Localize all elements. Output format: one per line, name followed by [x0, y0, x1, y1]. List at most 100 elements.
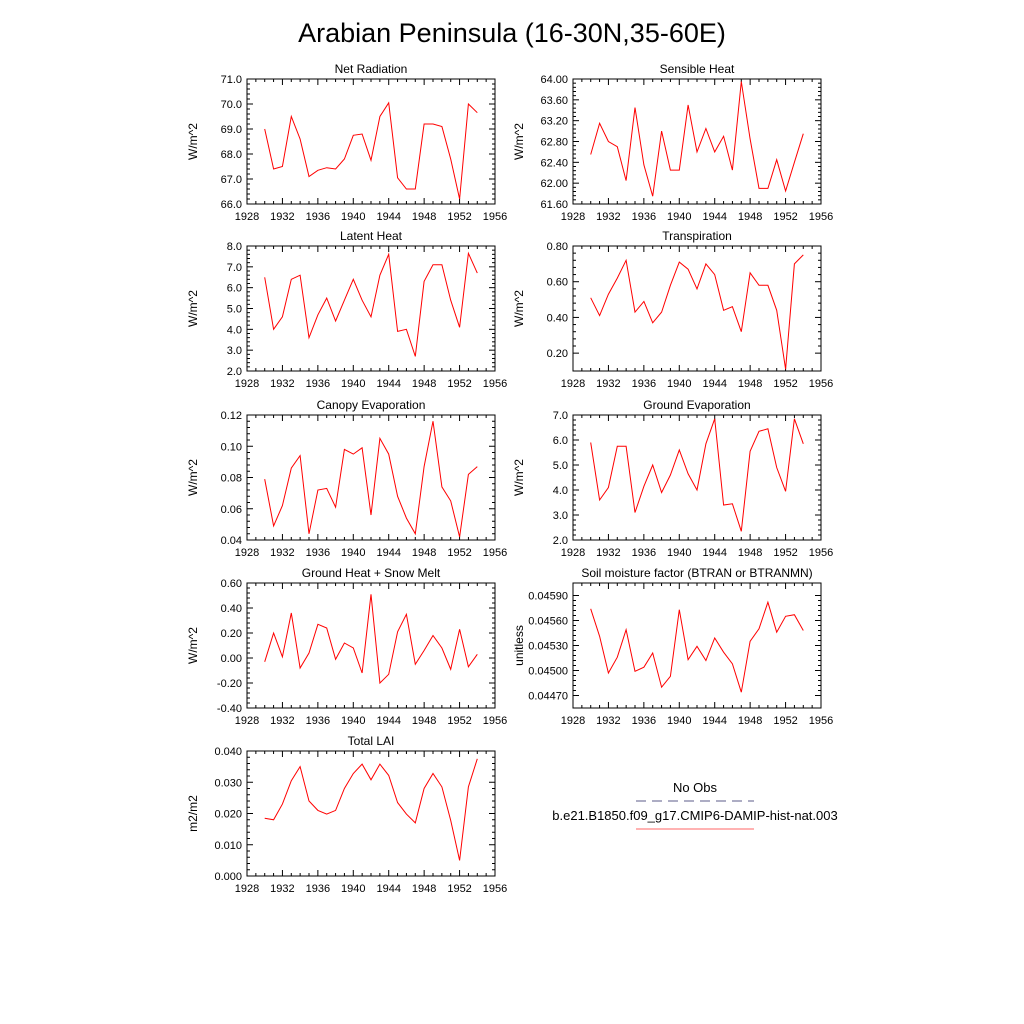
y-tick-label: 66.0 [221, 199, 242, 211]
x-tick-label: 1936 [306, 547, 330, 559]
x-tick-label: 1948 [412, 715, 436, 727]
y-axis-label: W/m^2 [186, 459, 200, 496]
x-tick-label: 1932 [596, 715, 620, 727]
series-line [590, 600, 804, 693]
x-tick-label: 1952 [447, 883, 471, 895]
y-tick-label: 0.20 [221, 628, 242, 640]
y-tick-label: 0.60 [221, 578, 242, 590]
y-tick-label: 6.0 [227, 283, 242, 295]
y-tick-label: 0.80 [547, 241, 568, 253]
y-tick-label: 3.0 [553, 510, 568, 522]
x-tick-label: 1936 [306, 211, 330, 223]
x-tick-label: 1952 [773, 547, 797, 559]
y-tick-label: 62.80 [540, 137, 568, 149]
y-tick-label: 62.00 [540, 178, 568, 190]
y-tick-label: 61.60 [540, 199, 568, 211]
x-tick-label: 1940 [341, 715, 365, 727]
y-axis-label: W/m^2 [512, 123, 526, 160]
y-tick-label: 2.0 [227, 366, 242, 378]
panel-3: Latent Heat 1928 1932 1936 1940 1944 1948 1952 1… [186, 229, 507, 390]
y-axis-label: W/m^2 [512, 290, 526, 327]
y-tick-label: 68.0 [221, 149, 242, 161]
x-tick-label: 1940 [667, 715, 691, 727]
y-tick-label: 71.0 [221, 74, 242, 86]
y-tick-label: 0.40 [547, 312, 568, 324]
y-tick-label: 6.0 [553, 435, 568, 447]
x-tick-label: 1928 [235, 547, 259, 559]
series-line [264, 758, 478, 861]
x-tick-label: 1948 [412, 547, 436, 559]
x-tick-label: 1944 [702, 211, 726, 223]
plot-frame [246, 414, 496, 541]
x-tick-label: 1936 [306, 715, 330, 727]
x-tick-label: 1952 [773, 211, 797, 223]
panels: Net Radiation 1928 1932 1936 1940 1944 1948 195… [186, 62, 833, 895]
y-tick-label: 0.04530 [528, 641, 568, 653]
x-tick-label: 1944 [376, 211, 400, 223]
series-line [264, 421, 478, 538]
y-tick-label: 0.030 [214, 777, 242, 789]
legend-label-model: b.e21.B1850.f09_g17.CMIP6-DAMIP-hist-nat… [552, 808, 837, 823]
legend-label-no-obs: No Obs [673, 780, 718, 795]
x-tick-label: 1940 [341, 378, 365, 390]
panel-7: Ground Heat + Snow Melt 1928 1932 1936 1940 1… [186, 566, 507, 727]
y-tick-label: 62.40 [540, 157, 568, 169]
x-tick-label: 1948 [412, 211, 436, 223]
x-tick-label: 1932 [270, 883, 294, 895]
y-axis-label: W/m^2 [186, 123, 200, 160]
x-tick-label: 1940 [341, 211, 365, 223]
y-axis-label: W/m^2 [186, 290, 200, 327]
figure-title: Arabian Peninsula (16-30N,35-60E) [298, 18, 726, 48]
y-tick-label: 0.04 [221, 535, 242, 547]
series-line [264, 594, 478, 685]
x-tick-label: 1956 [809, 715, 833, 727]
panel-title: Sensible Heat [660, 62, 735, 76]
panel-title: Net Radiation [335, 62, 408, 76]
panel-4: Transpiration 1928 1932 1936 1940 1944 1948 195… [512, 229, 833, 390]
x-tick-label: 1936 [306, 883, 330, 895]
x-tick-label: 1948 [738, 715, 762, 727]
x-tick-label: 1948 [738, 547, 762, 559]
y-tick-label: 69.0 [221, 124, 242, 136]
x-tick-label: 1944 [702, 547, 726, 559]
y-tick-label: 2.0 [553, 535, 568, 547]
y-tick-label: 0.08 [221, 473, 242, 485]
y-tick-label: 0.04470 [528, 691, 568, 703]
plot-frame [246, 750, 496, 877]
x-tick-label: 1936 [632, 547, 656, 559]
series-line [590, 254, 804, 370]
x-tick-label: 1956 [483, 715, 507, 727]
panel-title: Canopy Evaporation [317, 398, 426, 412]
x-tick-label: 1928 [235, 378, 259, 390]
x-tick-label: 1948 [412, 883, 436, 895]
x-tick-label: 1956 [809, 547, 833, 559]
y-tick-label: 0.10 [221, 441, 242, 453]
y-tick-label: 0.010 [214, 840, 242, 852]
y-axis-label: W/m^2 [512, 459, 526, 496]
panel-5: Canopy Evaporation 1928 1932 1936 1940 1944 19… [186, 398, 507, 559]
y-tick-label: 0.60 [547, 277, 568, 289]
x-tick-label: 1936 [306, 378, 330, 390]
x-tick-label: 1928 [561, 715, 585, 727]
x-tick-label: 1928 [561, 547, 585, 559]
series-line [264, 251, 478, 357]
x-tick-label: 1928 [235, 211, 259, 223]
y-tick-label: 0.40 [221, 603, 242, 615]
y-axis-label: unitless [512, 625, 526, 666]
y-axis-label: m2/m2 [186, 795, 200, 832]
y-axis-label: W/m^2 [186, 627, 200, 664]
y-tick-label: 8.0 [227, 241, 242, 253]
y-tick-label: 5.0 [227, 304, 242, 316]
x-tick-label: 1948 [738, 378, 762, 390]
x-tick-label: 1928 [235, 883, 259, 895]
x-tick-label: 1928 [235, 715, 259, 727]
x-tick-label: 1952 [773, 715, 797, 727]
y-tick-label: 70.0 [221, 99, 242, 111]
panel-title: Ground Evaporation [643, 398, 750, 412]
x-tick-label: 1956 [483, 211, 507, 223]
x-tick-label: 1944 [376, 547, 400, 559]
y-tick-label: 0.20 [547, 348, 568, 360]
plot-frame [572, 245, 822, 372]
x-tick-label: 1932 [270, 211, 294, 223]
